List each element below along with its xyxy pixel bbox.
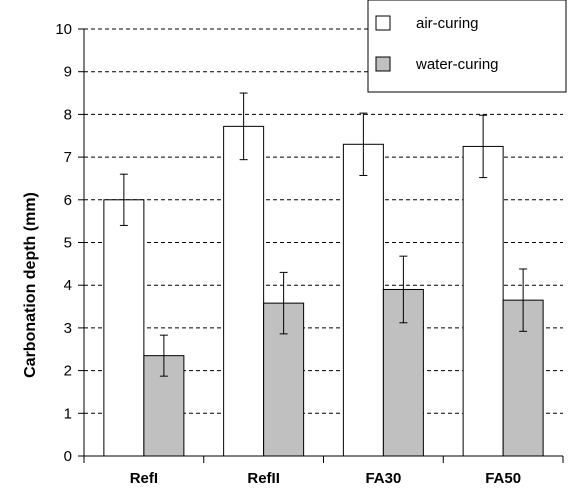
legend-swatch-air-curing (375, 15, 391, 31)
x-category-label: FA50 (485, 470, 521, 487)
bars (103, 125, 544, 457)
x-category-label: RefII (247, 470, 280, 487)
x-category-label: RefI (130, 470, 158, 487)
y-tick-label: 6 (64, 192, 72, 209)
legend-box (367, 0, 567, 93)
y-tick-label: 10 (55, 21, 72, 38)
y-tick-label: 1 (64, 405, 72, 422)
legend: air-curing water-curing (367, 0, 567, 93)
y-tick-label: 7 (64, 149, 72, 166)
y-tick-label: 5 (64, 235, 72, 252)
legend-label-water-curing: water-curing (415, 56, 499, 73)
x-category-label: FA30 (365, 470, 401, 487)
y-tick-label: 2 (64, 363, 72, 380)
y-tick-labels: 0 1 2 3 4 5 6 7 8 9 10 (55, 21, 84, 465)
bar-air-curing-FA50 (462, 145, 504, 457)
y-tick-label: 8 (64, 106, 72, 123)
y-tick-label: 3 (64, 320, 72, 337)
bar-air-curing-RefII (223, 125, 265, 457)
legend-label-air-curing: air-curing (416, 15, 479, 32)
error-bars (119, 92, 528, 377)
y-tick-label: 0 (64, 448, 72, 465)
y-axis-title: Carbonation depth (mm) (22, 192, 39, 378)
legend-swatch-water-curing (375, 56, 391, 72)
bar-air-curing-FA30 (342, 143, 384, 457)
bar-air-curing-RefI (103, 199, 145, 457)
x-category-labels: RefI RefII FA30 FA50 (130, 470, 521, 487)
y-tick-label: 9 (64, 64, 72, 81)
y-tick-label: 4 (64, 277, 72, 294)
